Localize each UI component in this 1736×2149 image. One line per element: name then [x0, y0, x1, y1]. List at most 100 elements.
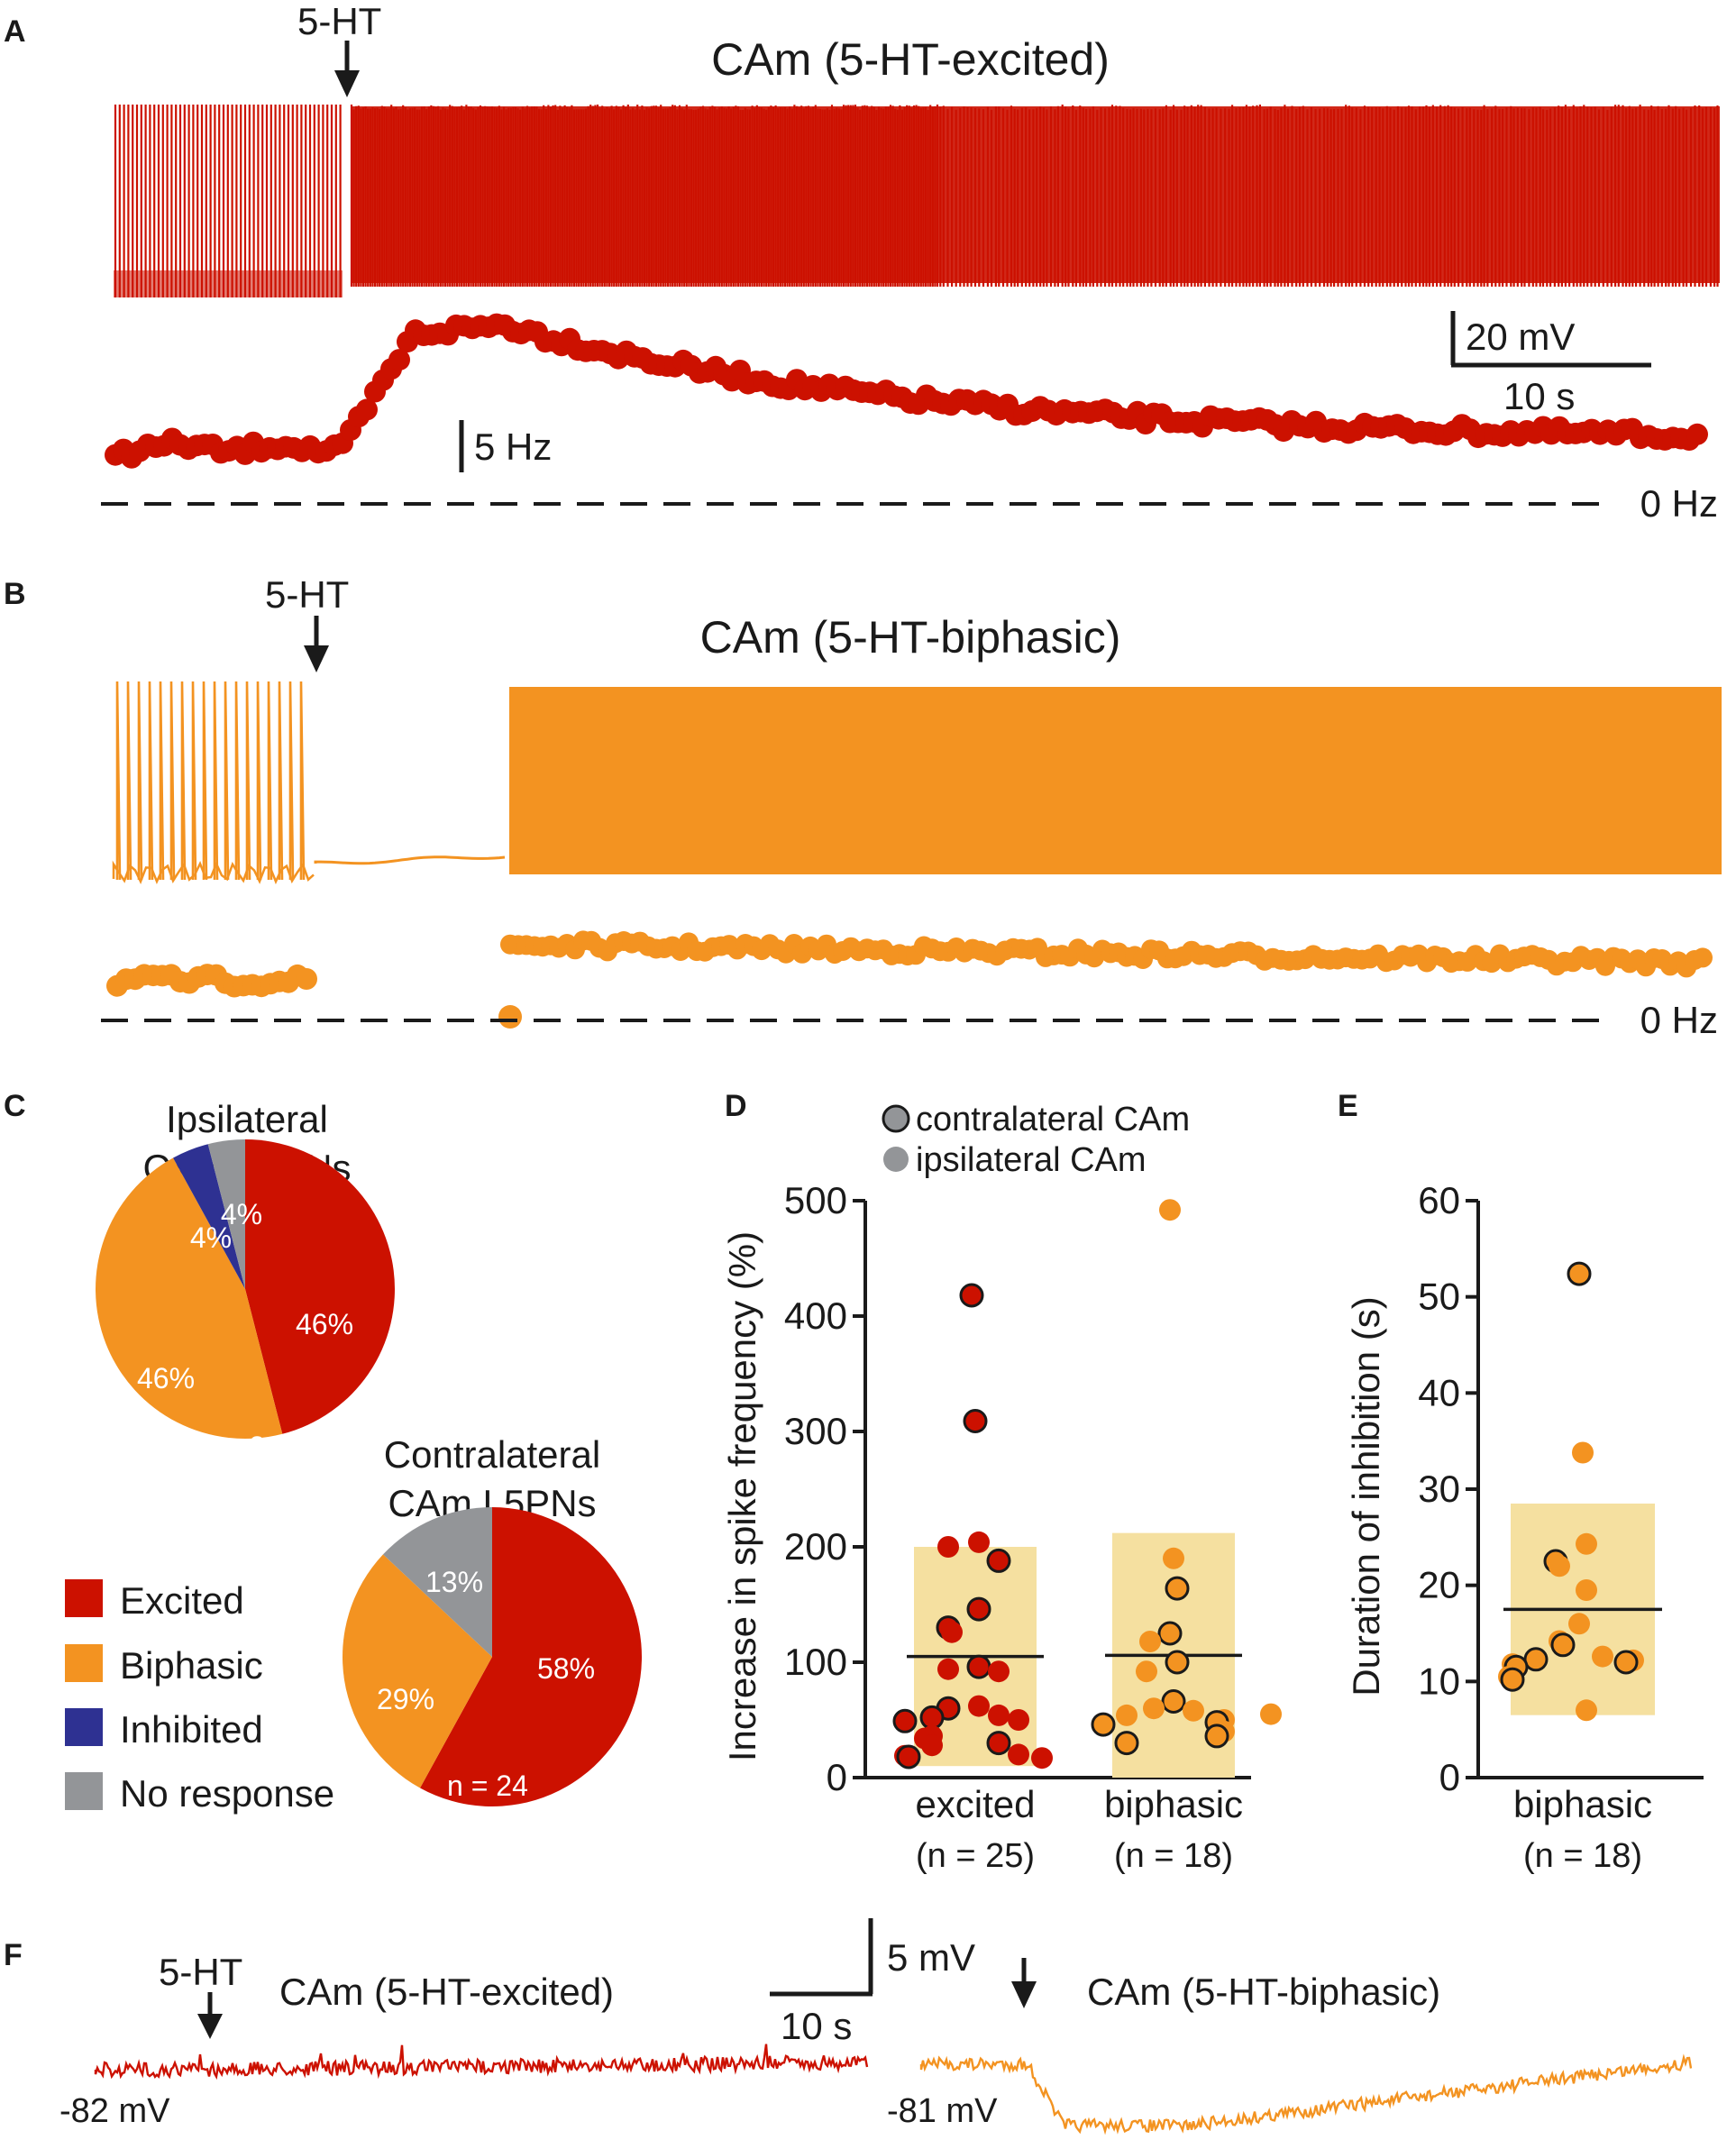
panel-e-point	[1523, 1647, 1549, 1672]
panel-f-title-excited: CAm (5-HT-excited)	[279, 1971, 614, 2013]
panel-d-point	[937, 1536, 959, 1558]
panel-d-point	[896, 1744, 921, 1769]
rate-point	[356, 398, 378, 421]
panel-d-cat-biphasic: biphasic	[1104, 1783, 1243, 1825]
legend-label-contralateral: contralateral CAm	[916, 1101, 1190, 1139]
pie-ipsi-slice-label: 46%	[296, 1308, 353, 1340]
panel-e-point	[1550, 1632, 1576, 1658]
panel-d-point	[937, 1658, 959, 1680]
pie-contra-slice	[420, 1507, 642, 1806]
vm-line	[94, 2044, 869, 2080]
panel-a-scale-hz: 5 Hz	[474, 425, 552, 468]
panel-d-point	[1114, 1731, 1139, 1756]
panel-e-point	[1549, 1555, 1570, 1577]
pie-legend: Excited Biphasic Inhibited No response	[65, 1579, 334, 1815]
panel-e-point	[1576, 1579, 1597, 1601]
panel-d-point	[1008, 1709, 1029, 1731]
panel-e-point	[1500, 1667, 1525, 1692]
panel-f-vm-excited: -82 mV	[59, 2092, 170, 2130]
panel-a-scale-mv: 20 mV	[1466, 315, 1575, 358]
panel-d-point	[1260, 1703, 1282, 1725]
panel-d-point	[988, 1660, 1010, 1683]
panel-d-point	[968, 1695, 990, 1717]
panel-d-point	[963, 1409, 988, 1433]
panel-b-spike-trace	[112, 681, 1722, 885]
baseline-band	[114, 270, 343, 297]
panel-e-tick-label: 50	[1418, 1276, 1460, 1318]
panel-d-tick-label: 400	[784, 1294, 847, 1337]
panel-d-point	[986, 1731, 1011, 1756]
pie-ipsi-slice	[173, 1144, 245, 1289]
panel-d-tick-label: 200	[784, 1525, 847, 1568]
pie-ipsi-slice-label: 46%	[137, 1362, 195, 1395]
pie-contra-title-1: Contralateral	[384, 1433, 600, 1476]
legend-swatch-excited	[65, 1579, 103, 1617]
panel-a-spike-trace	[114, 105, 1720, 297]
panel-c-label: C	[4, 1089, 26, 1123]
panel-e-n-biphasic: (n = 18)	[1523, 1837, 1642, 1875]
panel-d-point	[986, 1548, 1011, 1573]
rate-point	[498, 1005, 522, 1029]
panel-e-point	[1567, 1261, 1592, 1286]
pie-ipsi-title-1: Ipsilateral	[166, 1098, 328, 1140]
rate-point	[388, 349, 410, 371]
panel-e-point	[1613, 1650, 1639, 1675]
panel-d-point	[1159, 1199, 1181, 1221]
panel-d-cat-excited: excited	[915, 1783, 1035, 1825]
panel-e-tick-label: 20	[1418, 1564, 1460, 1606]
panel-e-tick-label: 0	[1439, 1756, 1460, 1798]
panel-a-scale-s: 10 s	[1503, 375, 1575, 417]
panel-a-rate-plot	[105, 313, 1708, 469]
panel-d-point	[1031, 1747, 1053, 1769]
panel-e-chart: 0 10 20 30 40 50 60	[1418, 1179, 1704, 1798]
pie-contra-slice-label: 58%	[537, 1652, 595, 1685]
legend-swatch-biphasic	[65, 1644, 103, 1682]
panel-e-tick-label: 40	[1418, 1371, 1460, 1413]
panel-d-point	[1136, 1660, 1157, 1683]
panel-d-point	[892, 1708, 918, 1733]
panel-e-point	[1572, 1441, 1594, 1464]
pie-contra-slice	[343, 1554, 492, 1788]
panel-e-label: E	[1338, 1089, 1358, 1123]
panel-b-label: B	[4, 577, 26, 611]
pie-contralateral: 58% 29% 13%	[343, 1507, 642, 1806]
panel-d-point	[1008, 1743, 1029, 1766]
panel-d-label: D	[725, 1089, 747, 1123]
panel-e-tick-label: 30	[1418, 1468, 1460, 1510]
panel-f-drug-arrow-1	[197, 1992, 223, 2039]
panel-e-point	[1576, 1699, 1597, 1722]
panel-b-drug-label: 5-HT	[265, 573, 349, 616]
panel-d-point	[1161, 1689, 1186, 1714]
panel-f-scale-bar	[770, 1918, 873, 1997]
panel-d-tick-label: 100	[784, 1641, 847, 1683]
legend-label-ipsilateral: ipsilateral CAm	[916, 1141, 1147, 1179]
panel-d-point	[1143, 1697, 1165, 1720]
early-baseline	[112, 860, 315, 885]
panel-e-cat-biphasic: biphasic	[1513, 1783, 1652, 1825]
panel-d-point	[968, 1531, 990, 1553]
pie-contra-slice-label: 29%	[377, 1683, 434, 1715]
pie-ipsi-slice	[207, 1139, 245, 1289]
pie-ipsi-slice	[96, 1157, 283, 1439]
panel-d-point	[1116, 1704, 1138, 1726]
panel-e-tick-label: 60	[1418, 1179, 1460, 1221]
panel-f-title-biphasic: CAm (5-HT-biphasic)	[1087, 1971, 1440, 2013]
pie-ipsi-slice-label: 4%	[190, 1221, 232, 1254]
pie-ipsi-slice-label: 4%	[221, 1198, 262, 1230]
early-spikes	[115, 681, 306, 881]
legend-marker-contralateral	[882, 1104, 910, 1133]
panel-d-point	[966, 1654, 991, 1679]
legend-label-inhibited: Inhibited	[120, 1708, 263, 1751]
panel-d-point	[941, 1621, 963, 1643]
panel-d-point	[919, 1705, 945, 1730]
panel-b-title: CAm (5-HT-biphasic)	[700, 612, 1121, 663]
legend-label-biphasic: Biphasic	[120, 1644, 263, 1687]
panel-d-point	[1163, 1547, 1184, 1569]
panel-d-point	[1139, 1631, 1161, 1652]
panel-d-tick-label: 300	[784, 1410, 847, 1452]
dense-spike-band	[352, 106, 1720, 283]
panel-a-label: A	[4, 14, 26, 49]
pie-contra-slice	[382, 1507, 492, 1657]
pie-contra-slice-label: 13%	[425, 1566, 483, 1598]
